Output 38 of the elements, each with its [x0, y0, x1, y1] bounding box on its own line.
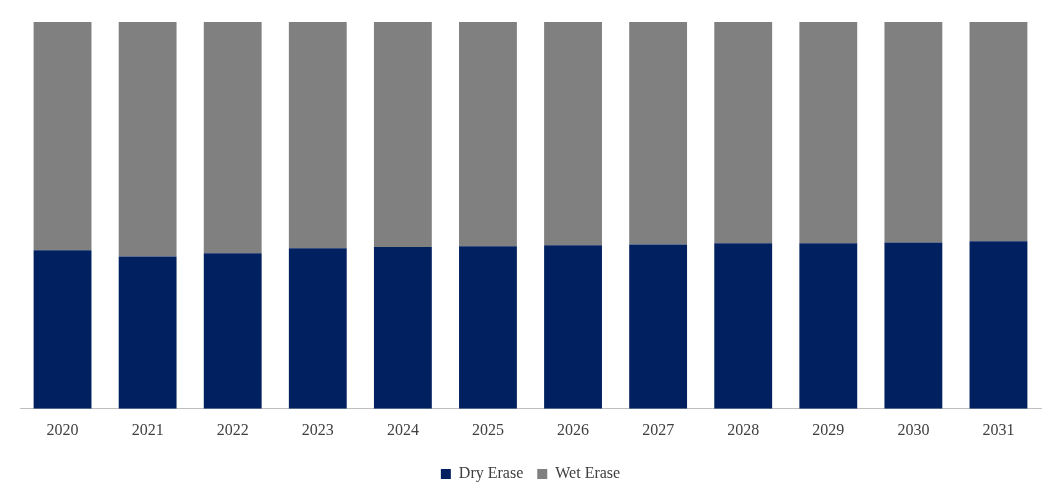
bar	[203, 253, 262, 409]
x-tick-label: 2026	[557, 420, 590, 438]
bar	[459, 22, 517, 247]
bar	[373, 22, 432, 248]
x-tick-label: 2028	[727, 420, 760, 438]
bar	[544, 245, 602, 409]
x-tick-label: 2030	[897, 420, 930, 438]
bar	[203, 22, 262, 254]
bar	[544, 22, 602, 246]
bar	[288, 248, 347, 409]
bar	[629, 22, 688, 245]
x-tick-label: 2022	[216, 420, 249, 438]
x-tick-label: 2024	[386, 420, 419, 438]
bar	[629, 244, 688, 409]
x-tick-label: 2020	[46, 420, 79, 438]
bar	[33, 250, 92, 409]
bar	[714, 243, 773, 409]
legend-label: Dry Erase	[458, 464, 524, 483]
bar	[714, 22, 773, 244]
bar	[33, 22, 92, 251]
bar	[373, 247, 432, 409]
x-tick-label: 2027	[642, 420, 675, 438]
x-tick-label: 2025	[471, 420, 504, 438]
bar	[884, 242, 943, 409]
x-tick-label: 2021	[131, 420, 164, 438]
bar	[799, 243, 858, 409]
bar	[884, 22, 943, 243]
bar	[118, 22, 177, 257]
bar	[799, 22, 858, 244]
x-tick-label: 2023	[301, 420, 334, 438]
x-tick-label: 2029	[812, 420, 845, 438]
bar	[288, 22, 347, 249]
bar	[118, 256, 177, 409]
x-tick-label: 2031	[982, 420, 1015, 438]
bar	[969, 241, 1028, 409]
bar	[969, 22, 1028, 242]
legend-label: Wet Erase	[555, 464, 621, 482]
bar	[459, 246, 517, 409]
